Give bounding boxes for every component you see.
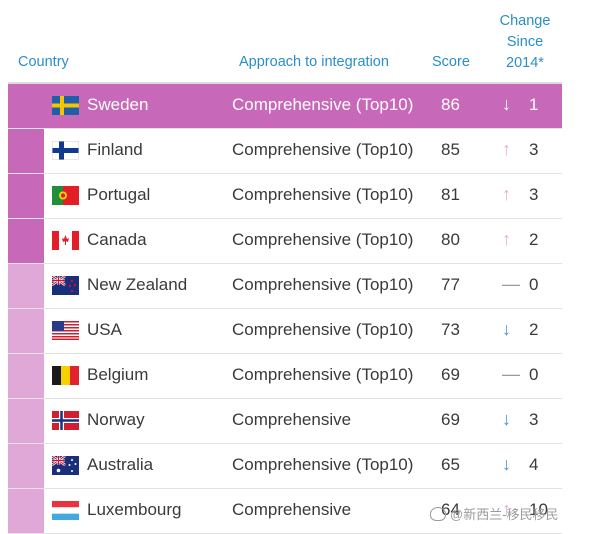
country-name: Luxembourg — [87, 500, 182, 519]
header-change-line2: Since — [506, 34, 544, 50]
table-row[interactable]: Australia Comprehensive (Top10) 65 ↓ 4 — [8, 444, 562, 489]
change-value: 0 — [529, 275, 539, 294]
table-body: Sweden Comprehensive (Top10) 86 ↓ 1 Finland Co… — [8, 84, 562, 534]
change-value: 1 — [529, 95, 539, 114]
rank-band — [8, 399, 44, 443]
table-row[interactable]: New Zealand Comprehensive (Top10) 77 — 0 — [8, 264, 562, 309]
header-country[interactable]: Country — [18, 54, 69, 70]
canada-flag-icon — [52, 231, 79, 250]
score-value: 85 — [441, 140, 460, 159]
ranking-table: Country Approach to integration Score Ch… — [8, 0, 562, 534]
arrow-up-icon: ↑ — [502, 139, 511, 159]
dash-icon: — — [502, 274, 520, 294]
usa-flag-icon — [52, 321, 79, 340]
table-row[interactable]: USA Comprehensive (Top10) 73 ↓ 2 — [8, 309, 562, 354]
belgium-flag-icon — [52, 366, 79, 385]
new-zealand-flag-icon — [52, 276, 79, 295]
arrow-up-icon: ↑ — [502, 229, 511, 249]
country-name: New Zealand — [87, 275, 188, 294]
change-value: 10 — [529, 500, 548, 519]
arrow-up-icon: ↑ — [502, 184, 511, 204]
change-value: 4 — [529, 455, 539, 474]
arrow-down-icon: ↓ — [502, 94, 511, 114]
arrow-up-icon: ↑ — [502, 499, 511, 519]
arrow-down-icon: ↓ — [502, 454, 511, 474]
rank-band — [8, 309, 44, 353]
rank-band — [8, 264, 44, 308]
watermark: @新西兰-移民移民 — [430, 504, 559, 523]
header-change-line3: 2014* — [506, 55, 544, 71]
approach-value: Comprehensive (Top10) — [232, 185, 414, 204]
rank-band — [8, 354, 44, 398]
norway-flag-icon — [52, 411, 79, 430]
approach-value: Comprehensive — [232, 500, 352, 519]
table-row[interactable]: Belgium Comprehensive (Top10) 69 — 0 — [8, 354, 562, 399]
luxembourg-flag-icon — [52, 501, 79, 520]
country-name: Australia — [87, 455, 154, 474]
change-value: 3 — [529, 140, 539, 159]
country-name: Finland — [87, 140, 143, 159]
country-name: Sweden — [87, 95, 149, 114]
country-name: Canada — [87, 230, 147, 249]
arrow-down-icon: ↓ — [502, 409, 511, 429]
rank-band — [8, 84, 44, 128]
change-value: 3 — [529, 185, 539, 204]
score-value: 77 — [441, 275, 460, 294]
score-value: 86 — [441, 95, 460, 114]
score-value: 73 — [441, 320, 460, 339]
header-score[interactable]: Score — [432, 54, 470, 70]
approach-value: Comprehensive (Top10) — [232, 230, 414, 249]
rank-band — [8, 129, 44, 173]
header-approach[interactable]: Approach to integration — [239, 54, 389, 70]
country-name: Belgium — [87, 365, 149, 384]
rank-band — [8, 489, 44, 533]
table-row[interactable]: Sweden Comprehensive (Top10) 86 ↓ 1 — [8, 84, 562, 129]
table-row[interactable]: Portugal Comprehensive (Top10) 81 ↑ 3 — [8, 174, 562, 219]
rank-band — [8, 174, 44, 218]
approach-value: Comprehensive (Top10) — [232, 275, 414, 294]
dash-icon: — — [502, 364, 520, 384]
finland-flag-icon — [52, 141, 79, 160]
score-value: 69 — [441, 410, 460, 429]
country-name: Norway — [87, 410, 145, 429]
header-change-line1: Change — [499, 13, 551, 29]
approach-value: Comprehensive (Top10) — [232, 455, 414, 474]
table-row[interactable]: Luxembourg Comprehensive 64 ↑ 10 — [8, 489, 562, 534]
change-value: 2 — [529, 320, 539, 339]
australia-flag-icon — [52, 456, 79, 475]
approach-value: Comprehensive (Top10) — [232, 320, 414, 339]
country-name: USA — [87, 320, 122, 339]
change-value: 3 — [529, 410, 539, 429]
table-row[interactable]: Norway Comprehensive 69 ↓ 3 — [8, 399, 562, 444]
header-change[interactable]: Change Since 2014* — [492, 11, 558, 74]
score-value: 80 — [441, 230, 460, 249]
change-value: 2 — [529, 230, 539, 249]
approach-value: Comprehensive (Top10) — [232, 140, 414, 159]
score-value: 65 — [441, 455, 460, 474]
arrow-down-icon: ↓ — [502, 319, 511, 339]
table-row[interactable]: Finland Comprehensive (Top10) 85 ↑ 3 — [8, 129, 562, 174]
rank-band — [8, 219, 44, 263]
approach-value: Comprehensive (Top10) — [232, 95, 414, 114]
approach-value: Comprehensive (Top10) — [232, 365, 414, 384]
weibo-logo-icon — [430, 507, 446, 521]
rank-band — [8, 444, 44, 488]
sweden-flag-icon — [52, 96, 79, 115]
change-value: 0 — [529, 365, 539, 384]
score-value: 69 — [441, 365, 460, 384]
portugal-flag-icon — [52, 186, 79, 205]
table-header: Country Approach to integration Score Ch… — [8, 0, 562, 84]
table-row[interactable]: Canada Comprehensive (Top10) 80 ↑ 2 — [8, 219, 562, 264]
country-name: Portugal — [87, 185, 151, 204]
score-value: 81 — [441, 185, 460, 204]
approach-value: Comprehensive — [232, 410, 352, 429]
